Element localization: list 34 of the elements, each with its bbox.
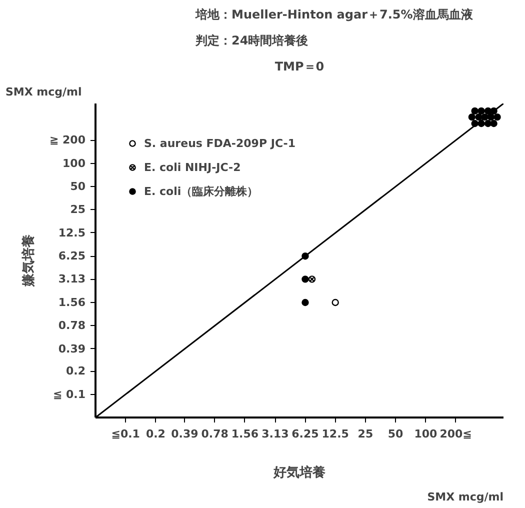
- legend-label: E. coli NIHJ-JC-2: [144, 160, 241, 174]
- legend-label: S. aureus FDA-209P JC-1: [144, 136, 296, 150]
- y-tick-label: 1.56: [58, 296, 86, 309]
- x-tick-label: 0.2: [146, 428, 166, 440]
- y-tick-label: 3.13: [58, 272, 86, 286]
- x-tick-label: 25: [358, 428, 374, 440]
- text: SMX mcg/ml: [6, 86, 82, 98]
- x-tick-label: 0.39: [171, 428, 198, 440]
- y-tick-label: ≧ 200: [49, 134, 86, 147]
- x-tick-label: 100: [414, 428, 438, 440]
- x-axis-title: 好気培養: [272, 464, 326, 480]
- x-tick-label: 200≦: [440, 428, 472, 440]
- x-tick-label: 50: [388, 428, 404, 440]
- chart-title: 培地：Mueller-Hinton agar＋7.5%溶血馬血液: [194, 8, 474, 22]
- y-tick-label: 0.2: [66, 364, 86, 378]
- text: SMX mcg/ml: [427, 490, 504, 504]
- legend-label: E. coli（臨床分離株）: [144, 184, 258, 198]
- y-tick-label: ≦ 0.1: [52, 388, 86, 401]
- chart-subtitle: 判定：24時間培養後: [194, 34, 308, 48]
- x-tick-label: 1.56: [231, 428, 259, 440]
- y-tick-label: 100: [62, 156, 86, 170]
- y-tick-label: 0.78: [58, 319, 86, 332]
- x-tick-label: 0.78: [201, 428, 228, 440]
- text: TMP＝0: [274, 60, 324, 74]
- x-tick-label: 3.13: [262, 428, 289, 440]
- y-tick-label: 6.25: [58, 250, 86, 263]
- x-tick-label: ≦0.1: [111, 428, 140, 440]
- y-axis-title: 嫌気培養: [20, 234, 36, 288]
- y-tick-label: 0.39: [58, 342, 86, 356]
- y-tick-label: 12.5: [58, 226, 86, 240]
- x-tick-label: 6.25: [292, 428, 319, 440]
- y-tick-label: 50: [70, 180, 86, 194]
- x-tick-label: 12.5: [322, 428, 349, 440]
- y-tick-label: 25: [70, 203, 86, 216]
